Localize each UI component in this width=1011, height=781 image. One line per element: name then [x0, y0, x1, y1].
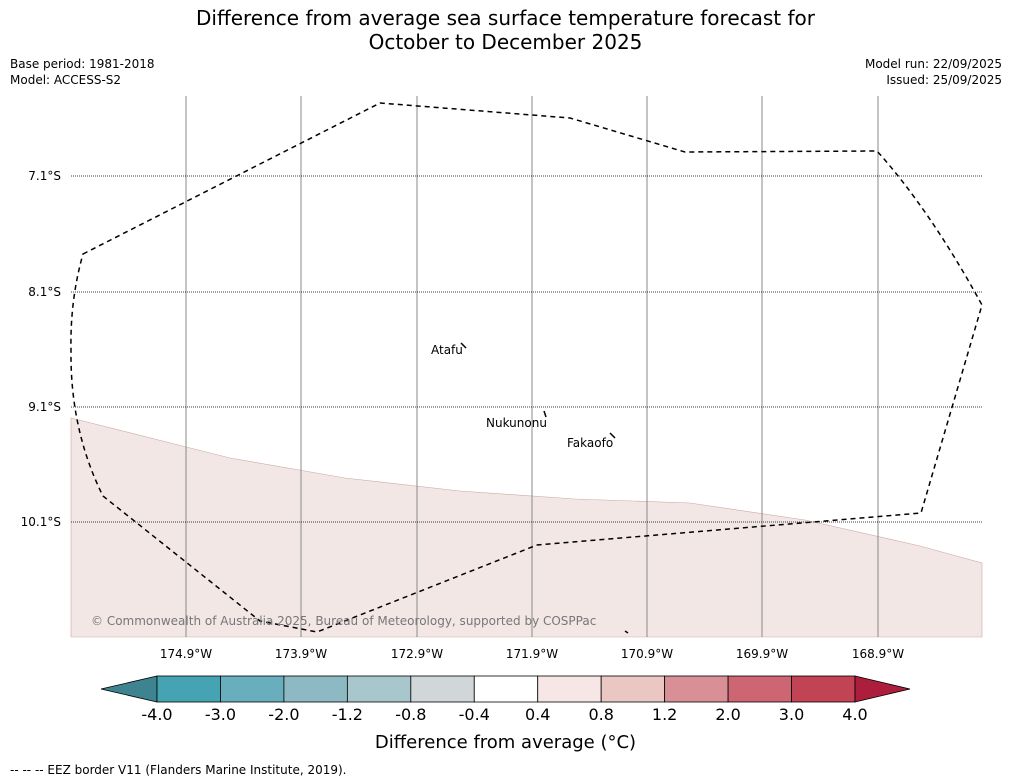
model-run: Model run: 22/09/2025 [864, 57, 1002, 71]
lat-label-1: 7.1°S [28, 169, 61, 183]
colorbar-tick-label: 0.8 [588, 705, 614, 724]
colorbar-segment [600, 675, 666, 703]
lon-label-1: 174.9°W [159, 647, 213, 661]
lon-label-2: 173.9°W [274, 647, 328, 661]
nukunonu-island-mark [543, 410, 547, 418]
copyright-notice: © Commonwealth of Australia 2025, Bureau… [91, 614, 597, 628]
colorbar-segment [537, 675, 602, 703]
title-line-1: Difference from average sea surface temp… [195, 6, 815, 30]
lat-label-4: 10.1°S [20, 515, 61, 529]
lon-label-7: 168.9°W [851, 647, 905, 661]
eez-footnote: -- -- -- EEZ border V11 (Flanders Marine… [10, 763, 347, 777]
lon-label-3: 172.9°W [390, 647, 444, 661]
colorbar-segment [473, 675, 539, 703]
anomaly-shaded-region [70, 417, 983, 638]
colorbar-segment [664, 675, 729, 703]
title-line-2: October to December 2025 [368, 30, 643, 54]
colorbar-extend-high [854, 675, 911, 703]
colorbar-segment [791, 675, 856, 703]
lat-label-3: 9.1°S [28, 400, 61, 414]
colorbar-tick-label: 0.4 [524, 705, 551, 724]
place-fakaofo: Fakaofo [567, 436, 614, 450]
colorbar-segment [220, 675, 285, 703]
colorbar-tick-label: -0.8 [395, 705, 427, 724]
colorbar-tick-label: 3.0 [778, 705, 805, 724]
place-atafu: Atafu [431, 343, 463, 357]
colorbar-tick-label: -3.0 [204, 705, 237, 724]
meta-left: Base period: 1981-2018 Model: ACCESS-S2 [10, 56, 155, 88]
small-island-mark [624, 630, 629, 634]
colorbar-segment [346, 675, 412, 703]
colorbar-segment [283, 675, 348, 703]
map-title: Difference from average sea surface temp… [0, 6, 1011, 54]
lon-label-6: 169.9°W [735, 647, 789, 661]
colorbar-tick-label: 2.0 [715, 705, 741, 724]
lat-label-2: 8.1°S [28, 285, 61, 299]
colorbar-tick-label: -2.0 [268, 705, 300, 724]
place-nukunonu: Nukunonu [486, 416, 547, 430]
colorbar-label: Difference from average (°C) [374, 732, 637, 753]
colorbar-extend-low [100, 675, 158, 703]
base-period: Base period: 1981-2018 [10, 57, 155, 71]
colorbar-tick-label: -1.2 [331, 705, 363, 724]
model-name: Model: ACCESS-S2 [10, 73, 122, 87]
colorbar-tick-label: 4.0 [842, 705, 868, 724]
atafu-island-mark [460, 342, 467, 349]
colorbar-tick-label: 1.2 [651, 705, 678, 724]
meta-right: Model run: 22/09/2025 Issued: 25/09/2025 [865, 56, 1002, 88]
colorbar-segment [727, 675, 792, 703]
issued-date: Issued: 25/09/2025 [886, 73, 1002, 87]
colorbar-segment [156, 675, 221, 703]
lon-label-5: 170.9°W [620, 647, 674, 661]
fakaofo-island-mark [609, 432, 616, 439]
colorbar-tick-label: -4.0 [141, 705, 173, 724]
colorbar-segment [410, 675, 475, 703]
colorbar-tick-label: -0.4 [458, 705, 490, 724]
lon-label-4: 171.9°W [505, 647, 559, 661]
colorbar [100, 675, 911, 703]
